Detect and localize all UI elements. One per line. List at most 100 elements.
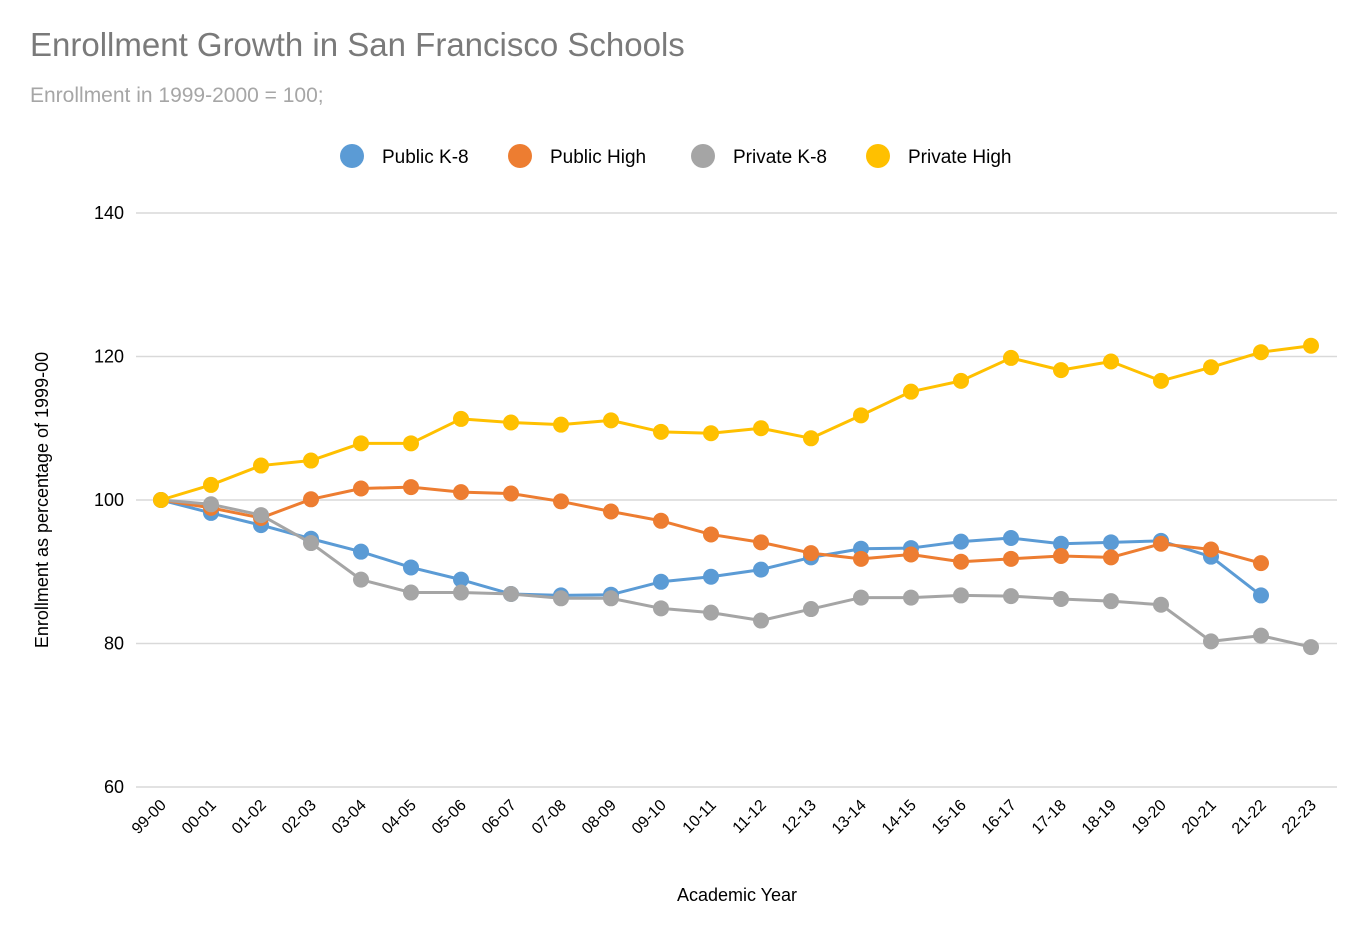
data-point bbox=[753, 561, 769, 578]
x-tick-label: 09-10 bbox=[629, 797, 670, 838]
y-tick-label: 140 bbox=[94, 203, 124, 223]
data-point bbox=[1003, 349, 1019, 366]
data-point bbox=[203, 476, 219, 493]
data-point bbox=[803, 545, 819, 562]
data-point bbox=[153, 492, 169, 508]
data-point bbox=[653, 423, 669, 440]
data-point bbox=[403, 435, 419, 452]
data-point bbox=[553, 416, 569, 433]
x-tick-label: 11-12 bbox=[730, 797, 770, 837]
data-point bbox=[1303, 639, 1319, 656]
legend-label: Public High bbox=[550, 147, 646, 168]
data-point bbox=[503, 585, 519, 602]
x-tick-label: 16-17 bbox=[979, 797, 1020, 838]
legend-item-public-k-8: Public K-8 bbox=[340, 144, 469, 168]
legend-marker bbox=[508, 144, 532, 168]
gridlines bbox=[136, 212, 1337, 788]
series-private-high bbox=[153, 337, 1319, 508]
data-point bbox=[803, 430, 819, 447]
data-point bbox=[1103, 593, 1119, 610]
x-tick-label: 22-23 bbox=[1279, 797, 1320, 838]
x-tick-label: 14-15 bbox=[879, 797, 920, 838]
data-point bbox=[353, 435, 369, 452]
data-point bbox=[1253, 587, 1269, 604]
data-point bbox=[853, 407, 869, 424]
data-point bbox=[1103, 534, 1119, 551]
x-tick-label: 99-00 bbox=[129, 797, 170, 838]
legend-marker bbox=[691, 144, 715, 168]
data-point bbox=[753, 534, 769, 551]
data-point bbox=[903, 546, 919, 563]
x-tick-label: 00-01 bbox=[179, 797, 220, 838]
series-private-k-8 bbox=[153, 492, 1319, 656]
data-point bbox=[353, 571, 369, 588]
data-point bbox=[1303, 337, 1319, 354]
data-point bbox=[1153, 372, 1169, 389]
y-tick-label: 60 bbox=[104, 777, 124, 797]
data-point bbox=[803, 601, 819, 618]
legend-item-private-k-8: Private K-8 bbox=[691, 144, 827, 168]
legend-marker bbox=[866, 144, 890, 168]
series-line-private-high bbox=[160, 344, 1312, 502]
data-point bbox=[1053, 535, 1069, 552]
data-point bbox=[453, 484, 469, 501]
x-tick-label: 02-03 bbox=[279, 797, 320, 838]
x-tick-label: 06-07 bbox=[479, 797, 520, 838]
data-point bbox=[1153, 535, 1169, 552]
data-point bbox=[453, 410, 469, 427]
series-public-k-8 bbox=[153, 492, 1269, 604]
x-axis-title: Academic Year bbox=[677, 885, 797, 905]
data-point bbox=[503, 485, 519, 502]
data-point bbox=[703, 604, 719, 621]
data-point bbox=[753, 420, 769, 437]
data-point bbox=[703, 425, 719, 442]
data-point bbox=[503, 414, 519, 431]
data-point bbox=[453, 584, 469, 601]
data-point bbox=[953, 533, 969, 550]
data-point bbox=[1253, 555, 1269, 572]
x-tick-label: 12-13 bbox=[779, 797, 820, 838]
data-point bbox=[903, 589, 919, 606]
legend-marker bbox=[340, 144, 364, 168]
x-tick-label: 07-08 bbox=[529, 797, 570, 838]
data-point bbox=[1203, 359, 1219, 376]
data-point bbox=[603, 412, 619, 429]
data-point bbox=[403, 584, 419, 601]
data-point bbox=[303, 491, 319, 508]
data-point bbox=[953, 553, 969, 570]
x-tick-label: 13-14 bbox=[829, 797, 870, 838]
x-tick-label: 19-20 bbox=[1129, 797, 1170, 838]
series-public-high bbox=[153, 479, 1269, 572]
data-point bbox=[553, 590, 569, 607]
data-point bbox=[253, 507, 269, 524]
data-point bbox=[903, 383, 919, 400]
data-point bbox=[953, 372, 969, 389]
x-axis-ticks: 99-00 00-01 01-02 02-03 03-04 04-05 05-06 06-07… bbox=[129, 797, 1320, 838]
y-axis-ticks: 60 80 100 120 140 bbox=[94, 203, 124, 797]
data-point bbox=[1253, 344, 1269, 361]
data-point bbox=[1003, 550, 1019, 567]
data-point bbox=[753, 612, 769, 629]
data-point bbox=[203, 496, 219, 513]
x-tick-label: 15-16 bbox=[929, 797, 970, 838]
x-tick-label: 21-22 bbox=[1229, 797, 1270, 838]
data-point bbox=[1053, 362, 1069, 379]
x-tick-label: 08-09 bbox=[579, 797, 620, 838]
data-point bbox=[353, 543, 369, 560]
legend-label: Private K-8 bbox=[733, 147, 827, 168]
x-tick-label: 18-19 bbox=[1079, 797, 1120, 838]
y-tick-label: 80 bbox=[104, 634, 124, 654]
x-tick-label: 01-02 bbox=[229, 797, 270, 838]
y-axis-title: Enrollment as percentage of 1999-00 bbox=[32, 352, 52, 648]
data-point bbox=[853, 589, 869, 606]
data-point bbox=[1203, 633, 1219, 650]
legend-item-private-high: Private High bbox=[866, 144, 1012, 168]
data-point bbox=[1053, 547, 1069, 564]
chart-subtitle: Enrollment in 1999-2000 = 100; bbox=[30, 84, 324, 107]
data-point bbox=[703, 526, 719, 543]
data-point bbox=[1053, 591, 1069, 608]
data-point bbox=[403, 559, 419, 576]
x-tick-label: 10-11 bbox=[680, 797, 720, 837]
data-point bbox=[653, 573, 669, 590]
